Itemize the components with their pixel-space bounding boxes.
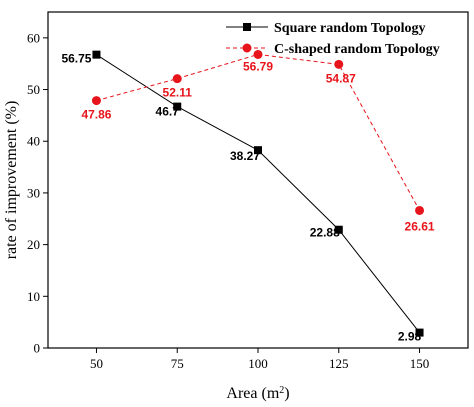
data-point-circle [91, 96, 101, 106]
data-label: 26.61 [405, 219, 435, 233]
y-tick-label: 30 [27, 185, 40, 200]
data-label: 46.7 [156, 105, 180, 119]
data-label: 52.11 [163, 86, 193, 100]
legend-marker-circle [242, 43, 252, 53]
x-axis-title: Area (m2) [226, 385, 289, 403]
data-label: 56.79 [243, 59, 273, 73]
data-point-square [334, 225, 343, 234]
data-point-circle [172, 74, 182, 84]
x-tick-label: 75 [171, 356, 184, 371]
y-tick-label: 0 [34, 341, 41, 356]
y-tick-label: 60 [27, 30, 40, 45]
legend-marker-square [243, 23, 251, 31]
y-tick-label: 40 [27, 134, 40, 149]
y-tick-label: 10 [27, 289, 40, 304]
y-axis-title: rate of improvement (%) [3, 101, 20, 260]
x-axis-title-superscript: 2 [279, 385, 284, 396]
data-point-circle [334, 59, 344, 69]
x-tick-label: 100 [248, 356, 268, 371]
data-label: 22.88 [310, 226, 340, 240]
legend-label: Square random Topology [274, 21, 425, 36]
data-point-square [173, 102, 182, 111]
legend-label: C-shaped random Topology [274, 42, 440, 57]
series-line-2 [96, 53, 420, 211]
y-tick-label: 50 [27, 82, 40, 97]
data-label: 2.98 [398, 330, 422, 344]
data-label: 56.75 [61, 52, 91, 66]
x-tick-label: 50 [90, 356, 103, 371]
data-point-square [254, 146, 262, 155]
data-point-square [415, 328, 424, 337]
data-point-square [92, 50, 101, 59]
data-point-circle [253, 49, 263, 59]
x-axis-title-tail: ) [284, 385, 289, 402]
data-label: 47.86 [81, 108, 111, 122]
data-point-circle [415, 205, 425, 215]
y-tick-label: 20 [27, 237, 40, 252]
x-tick-label: 150 [410, 356, 430, 371]
x-tick-label: 125 [329, 356, 349, 371]
data-label: 54.87 [326, 71, 356, 85]
x-axis-title-main: Area (m [226, 385, 279, 402]
data-label: 38.27 [230, 149, 260, 163]
series-line-1 [96, 54, 420, 333]
